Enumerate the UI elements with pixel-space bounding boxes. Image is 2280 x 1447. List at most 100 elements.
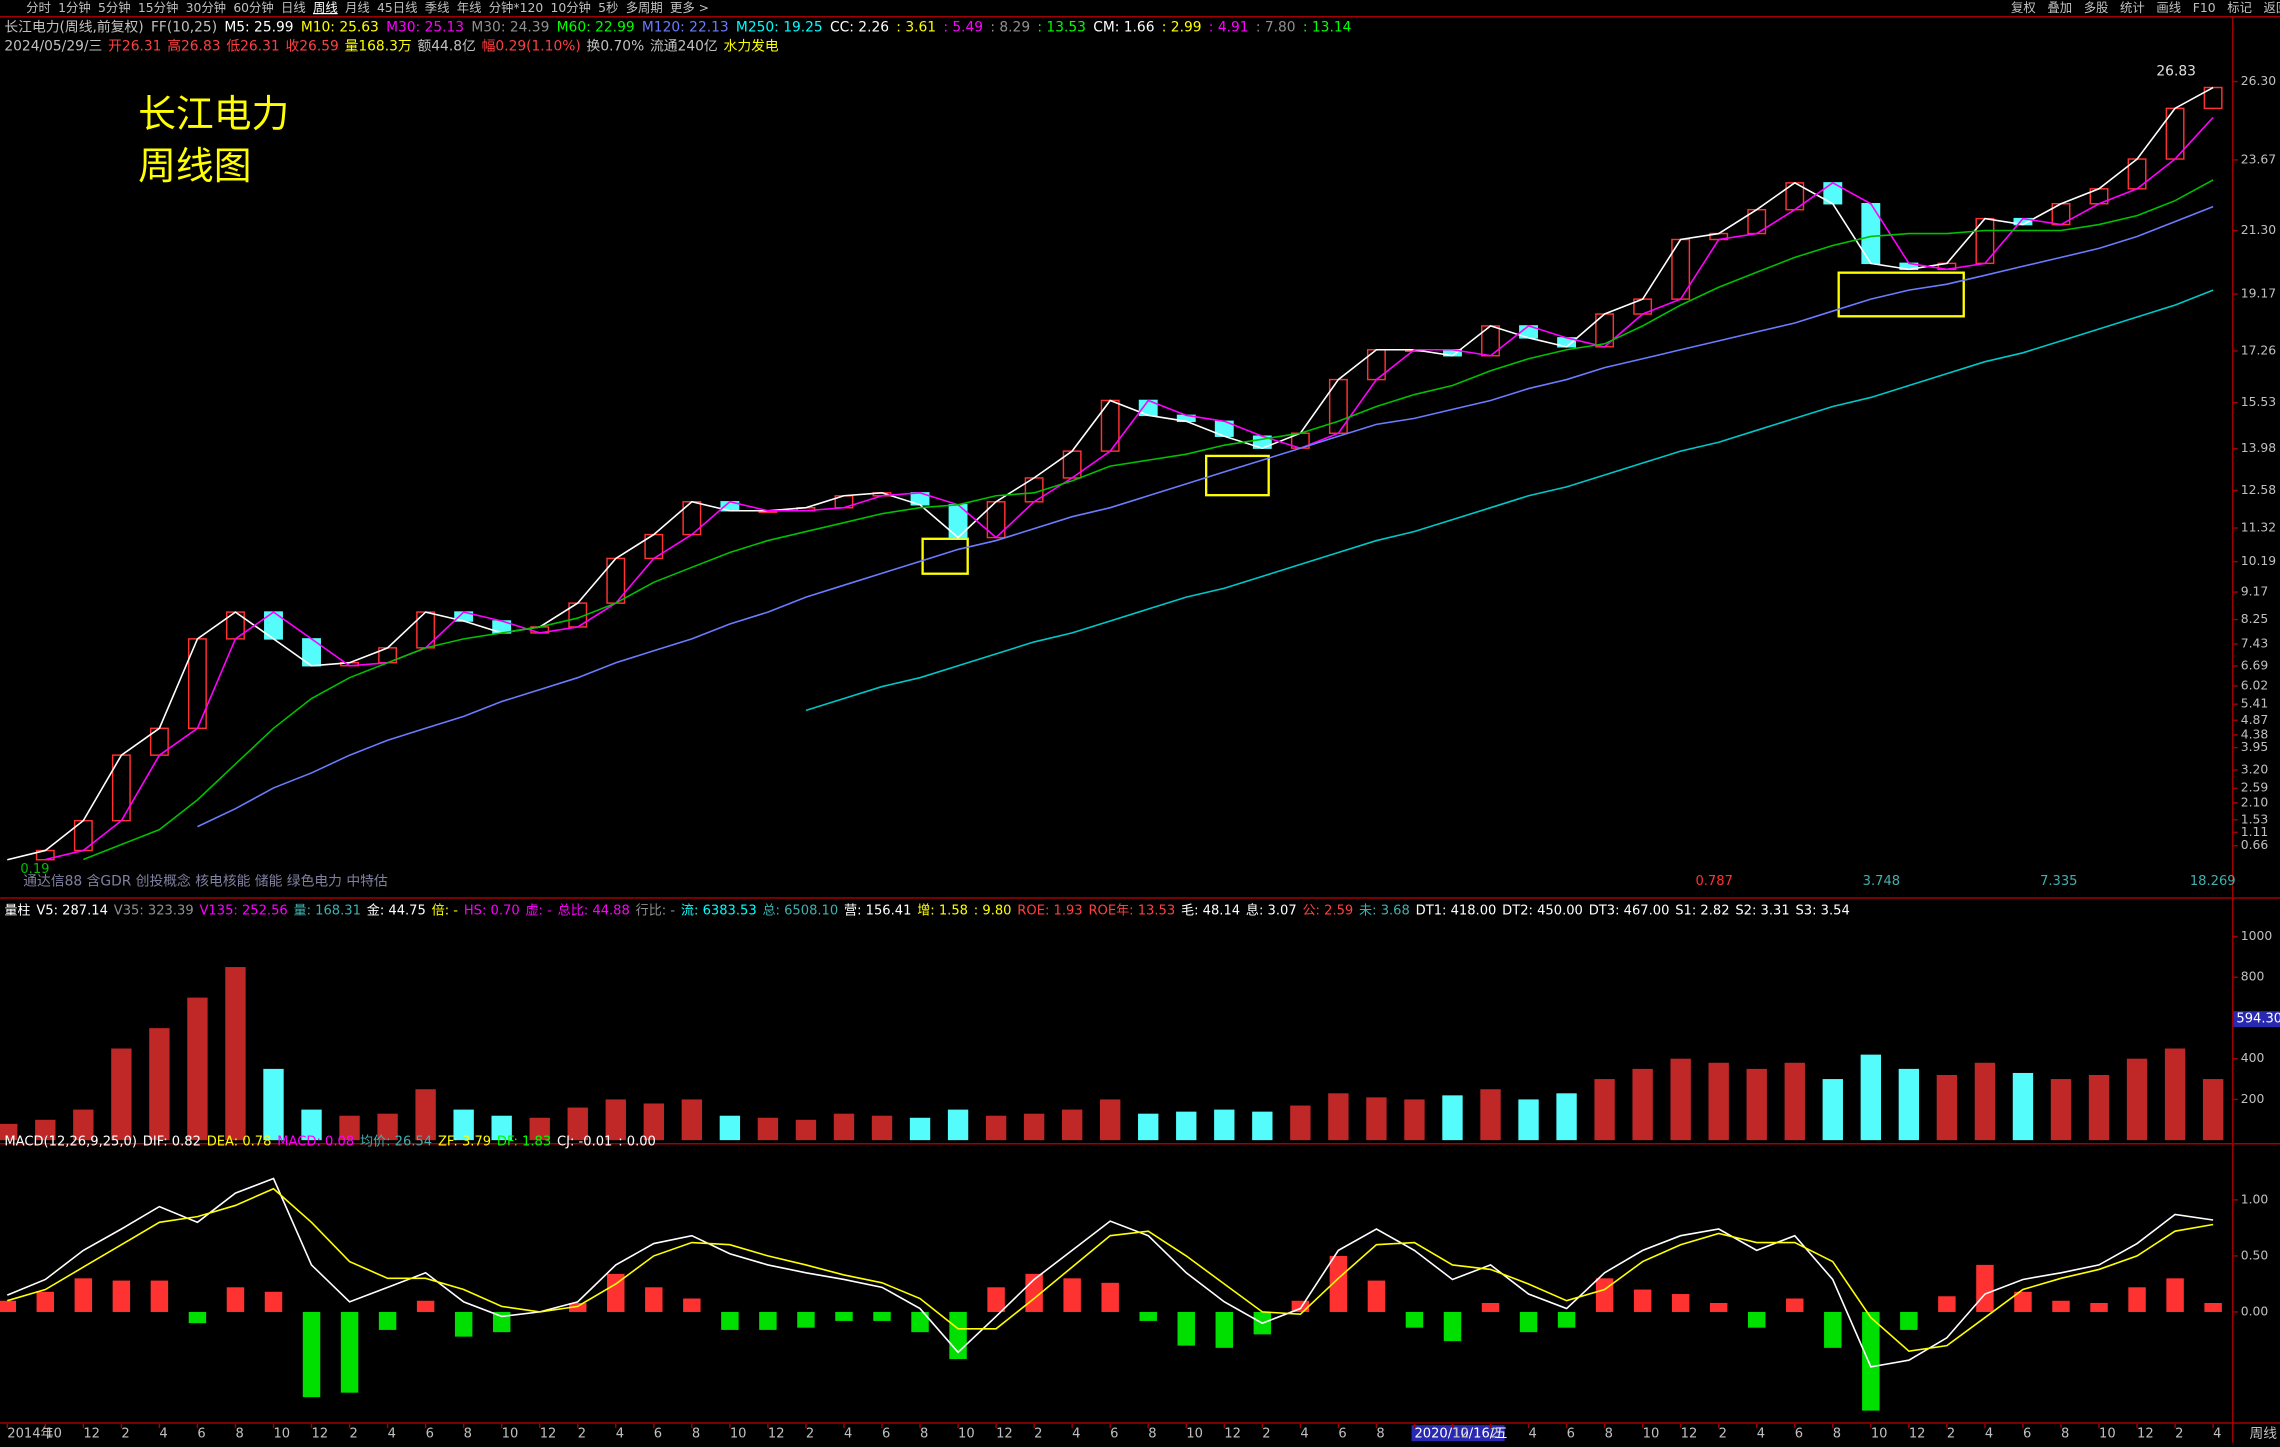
period-button[interactable]: 5分钟 [98,0,131,14]
info-token: 息: 3.07 [1246,901,1297,918]
macd-bar [835,1311,853,1321]
info-token: CM: 1.66 [1093,20,1154,36]
period-button[interactable]: 分时 [26,0,51,14]
volume-bar [1404,1099,1425,1141]
x-tick-label: 6 [426,1426,434,1441]
y-tick-label: 5.41 [2241,697,2269,711]
x-tick-label: 12 [1909,1426,1926,1441]
volume-bar [1860,1054,1882,1141]
info-token: : 7.80 [1256,20,1296,36]
x-tick-label: 8 [1148,1426,1156,1441]
info-token: M30: 25.13 [386,20,464,36]
info-row: 量柱 V5: 287.14 V35: 323.39 V135: 252.56 量: 16… [4,901,1849,918]
x-tick-label: 10 [45,1426,62,1441]
macd-bar [150,1280,169,1312]
info-token: HS: 0.70 [464,903,520,918]
x-tick-label: 8 [1833,1426,1841,1441]
x-tick-label: 2 [1719,1426,1727,1441]
info-row: 长江电力(周线,前复权) FF(10,25) M5: 25.99 M10: 25.63… [4,19,1351,36]
tool-button[interactable]: 叠加 [2047,0,2072,14]
x-tick-label: 6 [1567,1426,1575,1441]
tool-button[interactable]: 画线 [2156,0,2181,14]
period-button[interactable]: 5秒 [598,0,618,14]
info-token: DF: 1.83 [497,1134,551,1149]
period-button[interactable]: 周线 [313,0,338,14]
volume-bar [1632,1068,1653,1141]
y-tick-label: 9.17 [2241,585,2269,599]
info-token: 流: 6383.53 [681,902,757,918]
tool-button[interactable]: F10 [2193,0,2216,14]
tool-button[interactable]: 复权 [2011,0,2036,14]
macd-bar [74,1278,93,1312]
macd-bar [1709,1302,1728,1312]
volume-bar [605,1099,626,1141]
period-button[interactable]: 日线 [281,0,306,14]
volume-bar [1746,1068,1767,1141]
x-tick-label: 10 [1186,1426,1203,1441]
info-token: : 5.49 [943,20,983,36]
volume-bar [1176,1111,1197,1141]
period-button[interactable]: 30分钟 [186,0,226,14]
volume-bar [1708,1062,1729,1141]
macd-bar [2128,1287,2146,1312]
x-tick-label: 12 [1452,1426,1469,1441]
period-button[interactable]: 45日线 [377,0,417,14]
info-token: V135: 252.56 [199,903,287,918]
macd-bar [2052,1300,2070,1312]
y-tick-label: 200 [2241,1092,2265,1106]
macd-bar [1329,1255,1348,1312]
y-tick-label: 6.69 [2241,659,2269,673]
x-tick-label: 10 [730,1426,747,1441]
x-tick-label: 2014年 [7,1425,53,1441]
x-tick-label: 8 [920,1426,928,1441]
period-button[interactable]: 月线 [345,0,370,14]
period-button[interactable]: 季线 [425,0,450,14]
y-tick-label: 12.58 [2241,483,2277,497]
info-token: MACD(12,26,9,25,0) [4,1134,137,1149]
info-token: M5: 25.99 [224,20,293,36]
volume-bar [1138,1113,1159,1141]
annotation-title: 周线图 [138,144,251,188]
macd-bar [1557,1311,1576,1328]
macd-bar [1139,1311,1157,1321]
x-tick-label: 8 [692,1426,700,1441]
period-button[interactable]: 1分钟 [58,0,91,14]
period-button[interactable]: 多周期 [626,0,663,14]
info-token: DEA: 0.78 [207,1134,272,1149]
x-tick-label: 4 [844,1426,852,1441]
volume-bar [643,1103,664,1141]
macd-bar [1215,1311,1234,1348]
x-tick-label: 2 [1491,1426,1499,1441]
x-tick-label: 10 [502,1426,519,1441]
x-tick-label: 4 [1757,1426,1765,1441]
period-button[interactable]: 10分钟 [550,0,590,14]
tool-button[interactable]: 多股 [2084,0,2109,14]
info-token: 水力发电 [724,39,779,55]
tool-button[interactable]: 统计 [2120,0,2145,14]
y-tick-label: 7.43 [2241,636,2269,650]
volume-bar [1100,1099,1121,1141]
period-button[interactable]: 分钟*120 [489,0,544,14]
y-tick-label: 800 [2241,970,2265,984]
volume-bar [339,1115,360,1141]
volume-bar [1974,1062,1996,1141]
info-token: 流通240亿 [650,39,718,55]
highlight-box [1204,454,1270,497]
period-button[interactable]: 60分钟 [233,0,273,14]
macd-bar [1291,1300,1310,1312]
tool-button[interactable]: 标记 [2227,0,2252,14]
period-button[interactable]: 15分钟 [138,0,178,14]
info-token: : 3.61 [896,20,936,36]
info-token: M120: 22.13 [642,20,729,36]
info-token: : 13.14 [1303,20,1352,36]
macd-bar [1824,1311,1842,1348]
volume-bar [2088,1074,2110,1141]
volume-bar [301,1109,322,1141]
tool-button[interactable]: 返回 [2264,0,2280,14]
period-button[interactable]: 年线 [457,0,482,14]
volume-bar [377,1113,398,1141]
series-line [6,1177,2214,1368]
info-token: 长江电力(周线,前复权) [4,19,143,36]
period-button[interactable]: 更多 > [670,0,709,14]
macd-bar [759,1311,777,1330]
